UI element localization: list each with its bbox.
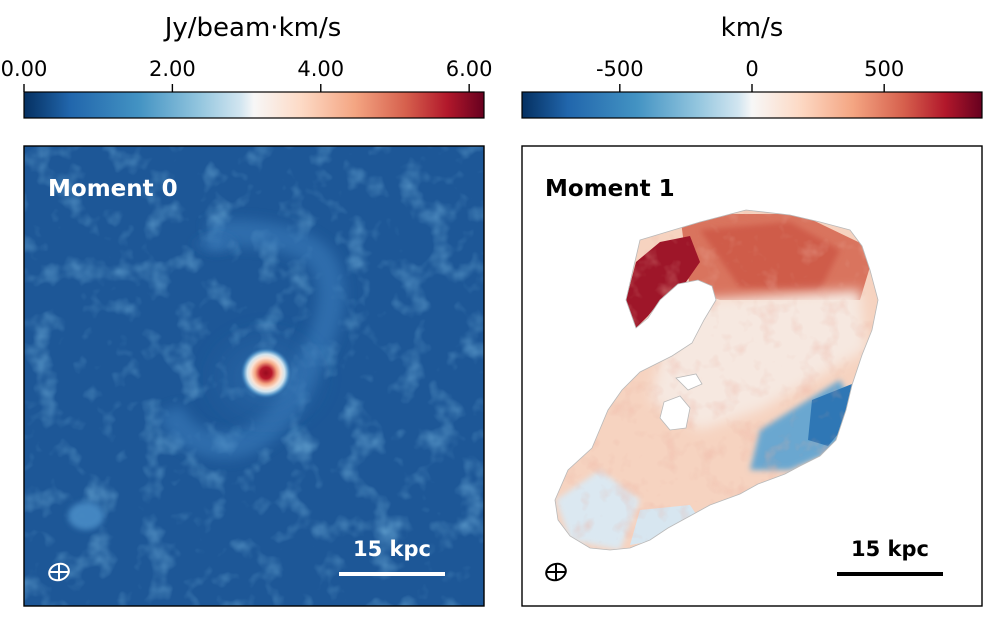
masked-hole <box>675 373 703 391</box>
moment0-frame <box>23 145 485 607</box>
scale-bar-moment1: 15 kpc <box>837 537 943 576</box>
scale-bar-label: 15 kpc <box>851 537 929 561</box>
colorbar-moment0: Jy/beam·km/s 0.00 2.00 4.00 6.00 <box>1 13 493 119</box>
colorbar-tick-label: 0.00 <box>1 57 48 81</box>
galaxy-outline <box>554 209 879 551</box>
colorbar-moment1: km/s -500 0 500 <box>521 13 983 119</box>
colorbar-gradient <box>521 91 983 119</box>
masked-hole <box>659 395 691 431</box>
colorbar-tick-label: 6.00 <box>446 57 493 81</box>
panel-label-moment1: Moment 1 <box>545 176 675 202</box>
moment1-frame <box>521 145 983 607</box>
colorbar-label: Jy/beam·km/s <box>163 13 342 43</box>
lower-left-blob <box>68 502 104 530</box>
central-source <box>240 347 292 399</box>
arc-knot <box>189 230 241 258</box>
scale-bar-label: 15 kpc <box>353 537 431 561</box>
moment0-panel <box>24 146 484 606</box>
colorbar-ticks: -500 0 500 <box>596 57 904 92</box>
colorbar-tick-label: -500 <box>596 57 644 81</box>
beam-marker-icon <box>545 562 567 582</box>
colorbar-label: km/s <box>721 13 784 43</box>
colorbar-tick-label: 500 <box>864 57 904 81</box>
colorbar-tick-label: 2.00 <box>149 57 196 81</box>
colorbar-tick-label: 4.00 <box>297 57 344 81</box>
colorbar-gradient <box>23 91 485 119</box>
colorbar-ticks: 0.00 2.00 4.00 6.00 <box>1 57 493 92</box>
colorbar-tick-label: 0 <box>745 57 758 81</box>
beam-marker-icon <box>48 562 70 582</box>
panel-label-moment0: Moment 0 <box>48 176 178 202</box>
scale-bar-moment0: 15 kpc <box>339 537 445 576</box>
